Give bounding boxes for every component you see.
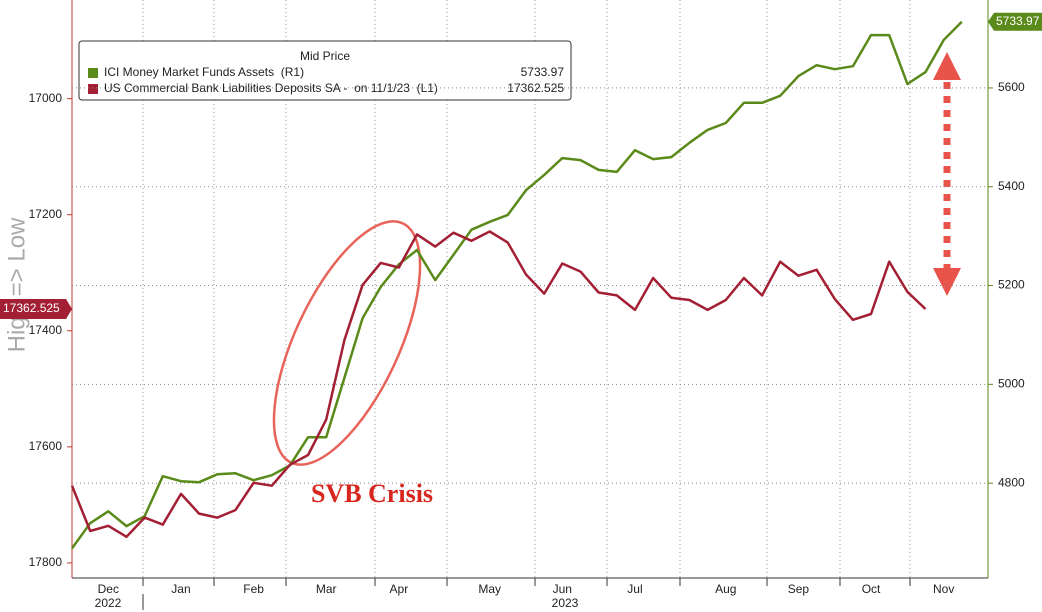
x-tick-label: Dec <box>98 582 119 596</box>
x-tick-label: Mar <box>316 582 337 596</box>
value-badge-label: 5733.97 <box>996 14 1040 28</box>
y-tick-label: 17800 <box>29 555 63 569</box>
year-label: 2023 <box>552 596 579 610</box>
x-tick-label: Jan <box>171 582 190 596</box>
y-tick-label: 17600 <box>29 439 63 453</box>
value-badge <box>0 299 72 320</box>
x-tick-label: Aug <box>715 582 736 596</box>
x-tick-label: Jun <box>553 582 572 596</box>
legend-title: Mid Price <box>300 49 350 63</box>
series-line <box>70 20 963 550</box>
y2-tick-label: 5000 <box>998 377 1025 391</box>
year-label: 2022 <box>95 596 122 610</box>
x-tick-label: Feb <box>243 582 264 596</box>
legend: Mid Price ICI Money Market Funds Assets … <box>78 40 572 101</box>
y-tick-label: 17000 <box>29 91 63 105</box>
value-badge <box>988 12 1042 31</box>
x-tick-label: Oct <box>862 582 881 596</box>
arrow <box>933 52 961 296</box>
y-tick-label: 17400 <box>29 323 63 337</box>
y2-tick-label: 4800 <box>998 475 1025 489</box>
x-tick-label: May <box>478 582 501 596</box>
value-badge-label: 17362.525 <box>3 301 60 315</box>
legend-label: US Commercial Bank Liabilities Deposits … <box>104 81 438 95</box>
annotation: SVB Crisis <box>311 479 433 508</box>
series-line <box>70 230 927 539</box>
y-tick-label: 17200 <box>29 207 63 221</box>
x-tick-label: Jul <box>627 582 642 596</box>
x-tick-label: Nov <box>933 582 954 596</box>
legend-swatch <box>88 68 98 78</box>
y2-tick-label: 5400 <box>998 179 1025 193</box>
legend-value: 5733.97 <box>521 65 565 79</box>
legend-swatch <box>88 84 98 94</box>
y2-tick-label: 5200 <box>998 278 1025 292</box>
y-axis-label: High => Low <box>3 217 30 352</box>
x-tick-label: Apr <box>390 582 409 596</box>
legend-value: 17362.525 <box>507 81 564 95</box>
y2-tick-label: 5600 <box>998 80 1025 94</box>
x-tick-label: Sep <box>788 582 810 596</box>
legend-label: ICI Money Market Funds Assets (R1) <box>104 65 304 79</box>
